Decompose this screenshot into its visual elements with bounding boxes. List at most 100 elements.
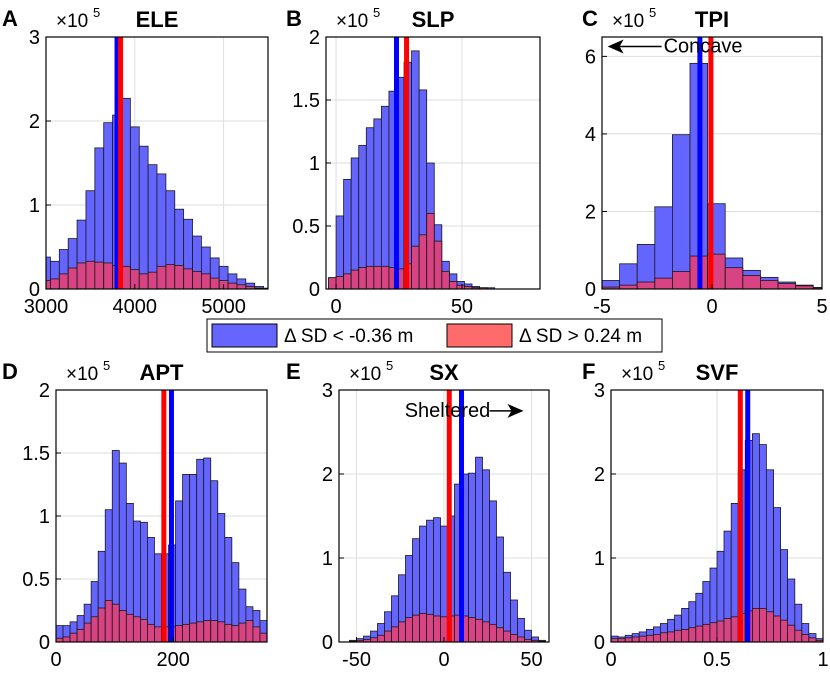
y-tick-label: 2	[309, 27, 320, 49]
bar-red	[358, 267, 367, 289]
x-tick-label: 1	[817, 649, 828, 671]
bar-red	[723, 618, 732, 642]
bars-layer	[349, 456, 546, 642]
bar-red	[730, 616, 739, 642]
bar-red	[631, 636, 640, 642]
bar-red	[411, 245, 420, 289]
y-tick-label: 1	[29, 195, 40, 217]
bar-red	[801, 634, 810, 642]
bar-red	[245, 620, 254, 642]
bar-red	[76, 629, 85, 642]
bar-blue	[380, 105, 390, 289]
bar-red	[118, 610, 127, 642]
bar-red	[391, 626, 399, 642]
bar-red	[384, 630, 392, 642]
bar-red	[808, 637, 817, 642]
axis-multiplier: ×10	[612, 11, 644, 32]
bar-red	[503, 630, 511, 642]
bar-red	[103, 262, 114, 289]
bars-layer	[56, 450, 267, 642]
y-tick-label: 6	[585, 46, 596, 68]
y-tick-label: 1	[322, 548, 333, 570]
legend: Δ SD < -0.36 m Δ SD > 0.24 m	[206, 318, 663, 353]
panel-b: 0 0.5 1 1.5 2 0 50 ×10 5 SLP B	[286, 5, 541, 318]
y-tick-label: 0	[322, 632, 333, 654]
bar-red	[496, 627, 504, 642]
bar-red	[752, 608, 760, 642]
bar-red	[510, 634, 518, 642]
bar-red	[646, 634, 654, 642]
legend-box	[206, 318, 663, 353]
legend-swatch-blue	[211, 323, 278, 348]
y-tick-label: 2	[594, 464, 605, 486]
annotation-label: Concave	[664, 36, 743, 58]
bar-red	[85, 260, 96, 289]
y-tick-label: 4	[585, 124, 596, 146]
bar-red	[224, 623, 233, 642]
bar-blue	[138, 145, 149, 289]
bar-red	[426, 212, 435, 289]
bar-blue	[468, 472, 476, 642]
bar-blue	[129, 126, 140, 289]
bar-red	[412, 614, 420, 642]
bar-red	[343, 273, 352, 289]
axis-multiplier-exponent: 5	[386, 358, 393, 373]
bar-red	[217, 621, 226, 642]
bar-red	[210, 620, 219, 642]
bar-red	[716, 620, 725, 642]
bar-red	[709, 622, 718, 642]
axis-multiplier: ×10	[349, 364, 381, 385]
panel-title: SVF	[696, 360, 739, 385]
axis-multiplier-exponent: 5	[649, 5, 656, 20]
bar-red	[174, 265, 185, 289]
y-tick-label: 2	[585, 201, 596, 223]
bar-red	[189, 622, 198, 642]
bar-blue	[210, 480, 219, 642]
bar-red	[182, 623, 191, 642]
bar-blue	[672, 134, 691, 289]
bar-red	[765, 611, 775, 642]
x-tick-label: 0	[706, 296, 717, 318]
x-tick-label: 0	[605, 649, 616, 671]
bar-red	[370, 637, 378, 642]
bar-red	[672, 271, 691, 289]
bar-red	[154, 626, 162, 642]
panel-letter: F	[582, 359, 595, 384]
axis-multiplier: ×10	[66, 364, 98, 385]
bar-red	[773, 615, 782, 642]
panel-letter: D	[2, 359, 18, 384]
bar-blue	[175, 500, 183, 642]
bar-blue	[489, 500, 497, 642]
panel-letter: E	[286, 359, 301, 384]
panel-title: TPI	[695, 7, 729, 32]
bar-red	[373, 265, 382, 289]
panel-d: 0 0.5 1 1.5 2 0 200 ×10 5 APT D	[2, 358, 268, 671]
bar-red	[111, 603, 120, 642]
x-tick-label: 0	[50, 649, 61, 671]
bar-red	[67, 267, 78, 289]
bar-blue	[475, 456, 483, 642]
bar-red	[787, 624, 796, 642]
bar-red	[724, 267, 744, 289]
bar-red	[156, 265, 167, 289]
bar-red	[468, 617, 476, 642]
bar-red	[419, 613, 427, 642]
y-tick-label: 0	[585, 279, 596, 301]
bar-red	[165, 264, 176, 289]
bar-blue	[182, 474, 191, 642]
bar-red	[192, 270, 202, 289]
bar-red	[475, 618, 483, 642]
y-tick-label: 0.5	[22, 569, 50, 591]
bar-red	[777, 283, 797, 289]
panel-title: ELE	[136, 7, 179, 32]
axis-multiplier: ×10	[336, 11, 368, 32]
bar-red	[350, 269, 360, 289]
bar-red	[433, 615, 441, 642]
axis-multiplier-exponent: 5	[93, 5, 100, 20]
bar-red	[688, 627, 697, 642]
y-tick-label: 0.5	[292, 216, 320, 238]
bar-red	[200, 273, 211, 289]
bar-red	[638, 635, 647, 642]
annotation-arrow-head	[507, 403, 524, 418]
